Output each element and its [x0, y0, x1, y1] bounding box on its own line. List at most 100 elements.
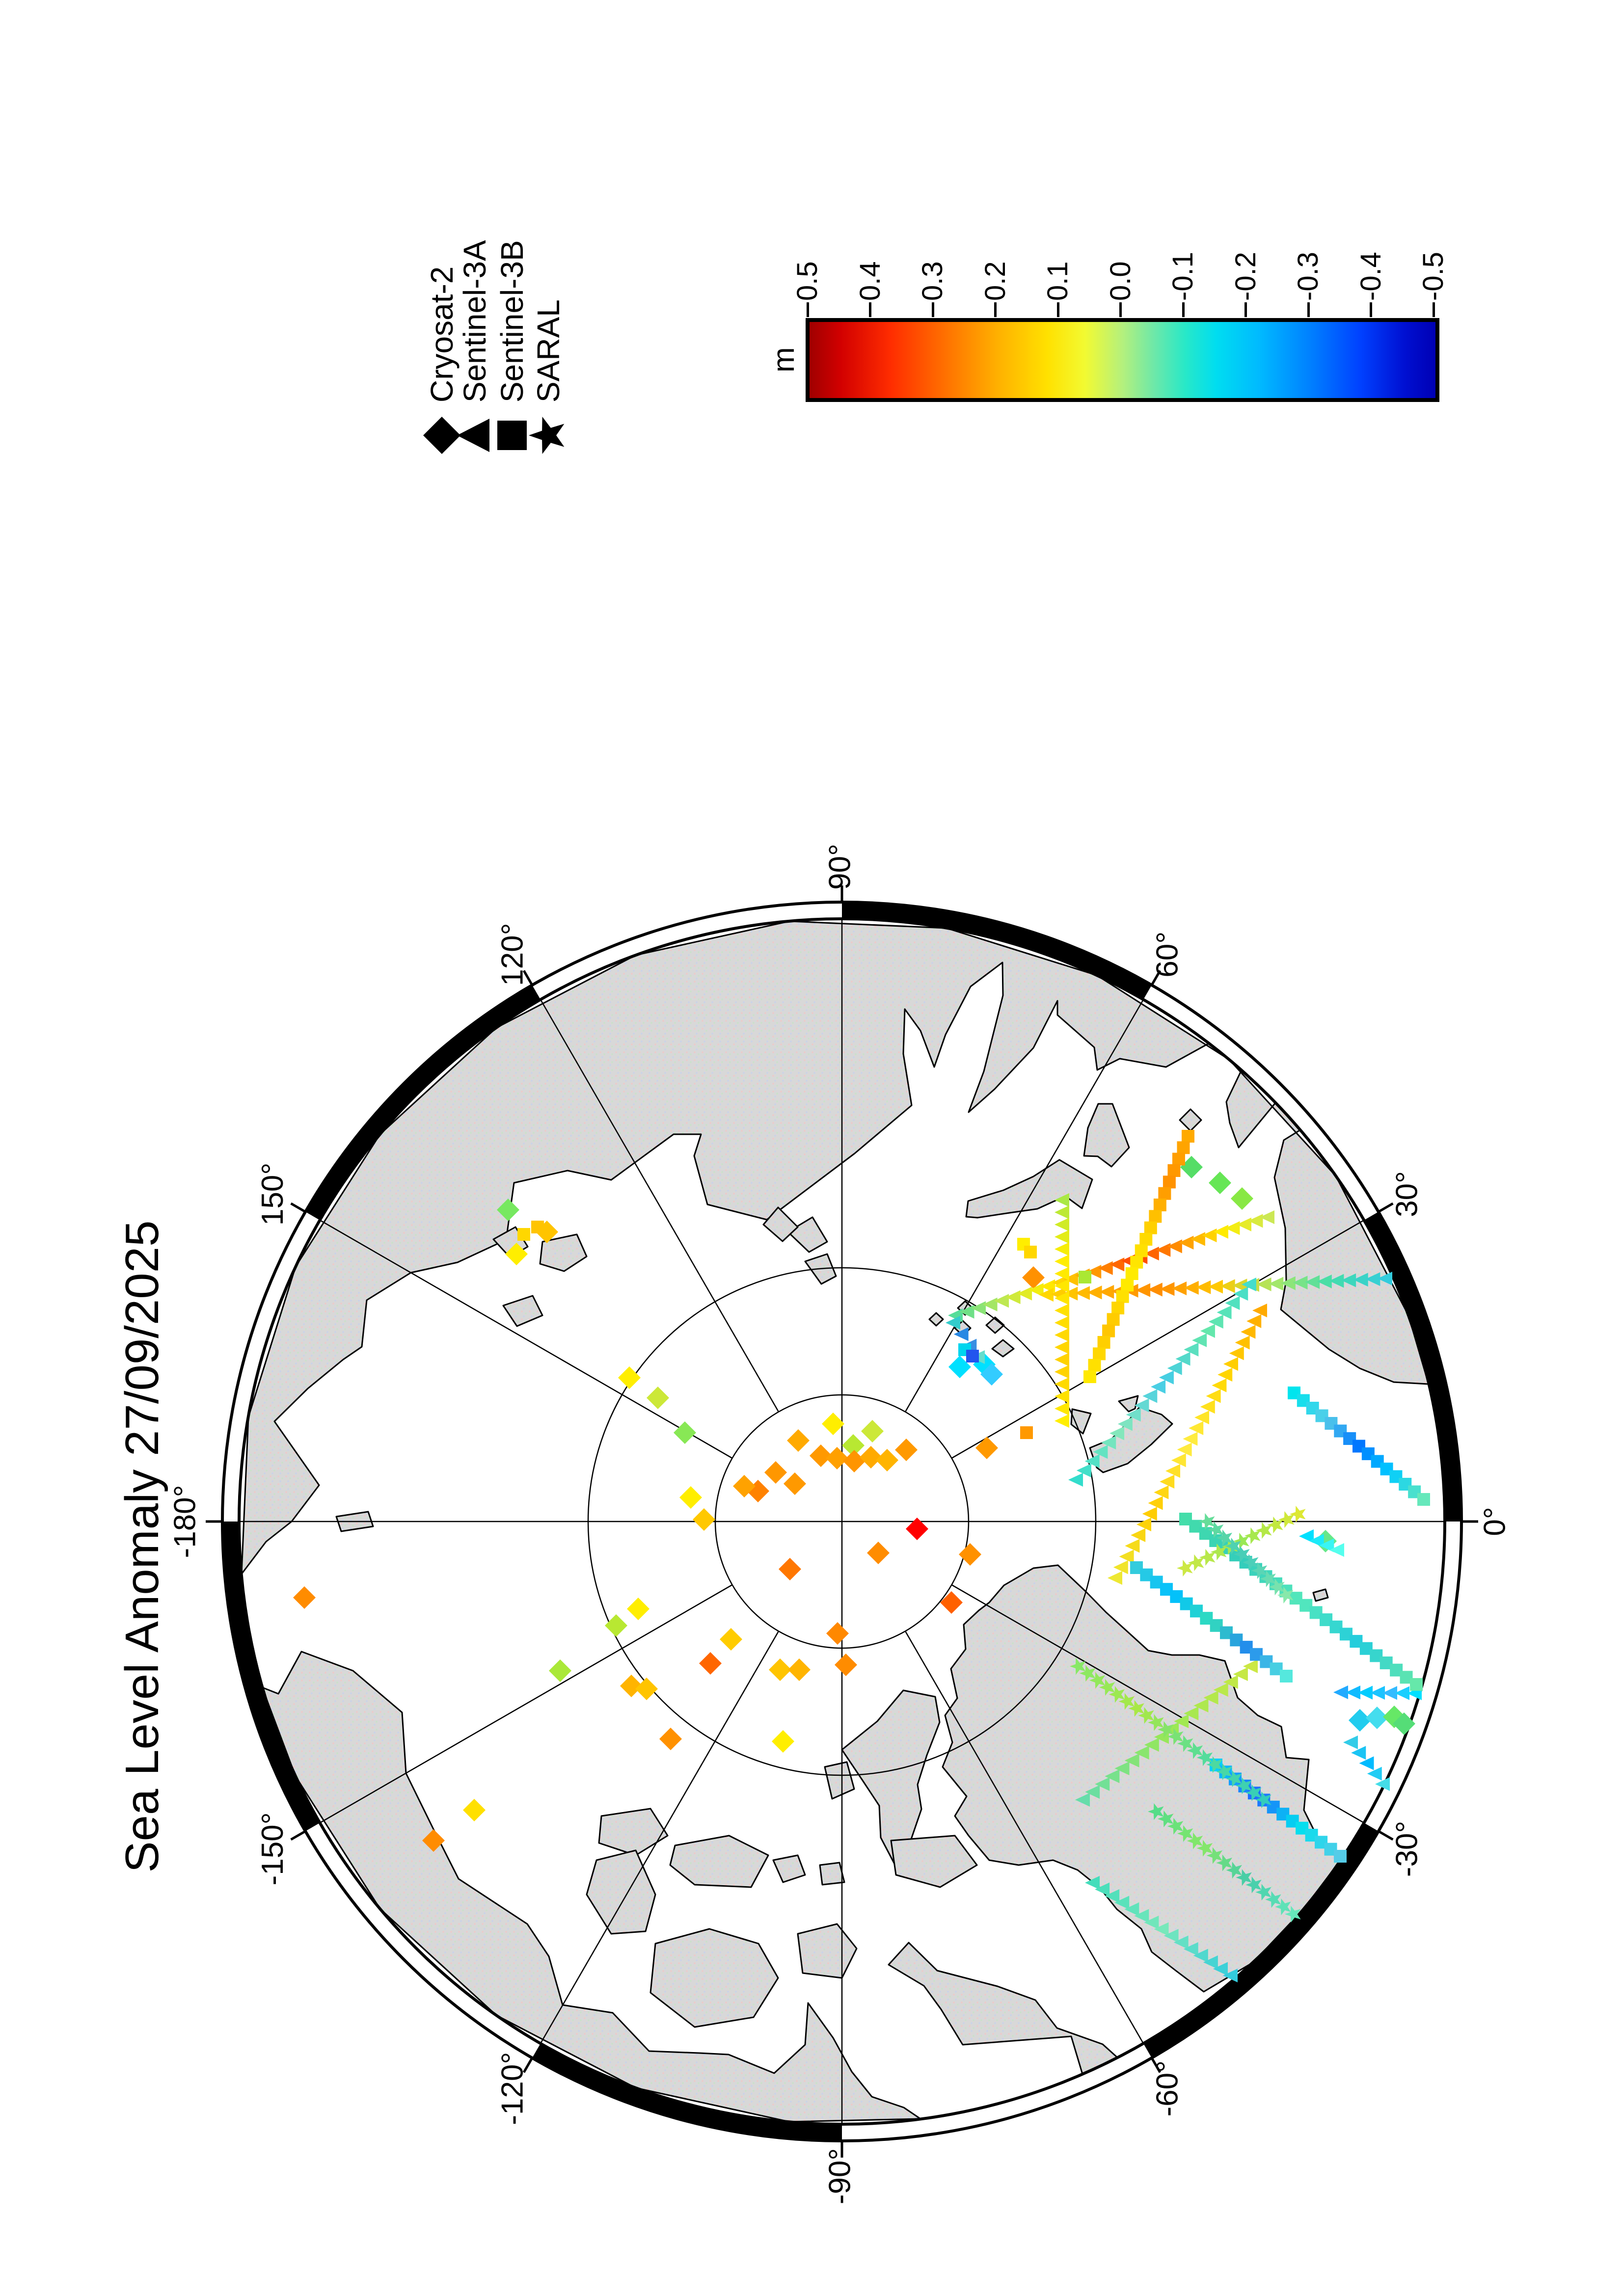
frame-tick [1378, 1830, 1394, 1841]
data-point-diamond [1180, 1156, 1203, 1178]
data-point-triangle [1206, 1389, 1221, 1403]
land-devon [890, 1835, 978, 1888]
data-point-triangle [1108, 1571, 1123, 1585]
data-point-diamond [620, 1675, 643, 1697]
data-point-square [1177, 1141, 1190, 1154]
data-point-triangle [1055, 1377, 1070, 1391]
data-point-diamond [1349, 1709, 1371, 1732]
data-point-star [1187, 1742, 1203, 1759]
land-severnaya_2 [787, 1216, 828, 1253]
map-group: 90° 60° 30° 0° -30° -60° -90° -120° -150° -180° 15… [168, 844, 1512, 2204]
data-point-triangle [1055, 1279, 1070, 1293]
data-point-star [1285, 1905, 1301, 1923]
data-point-triangle [1085, 1875, 1100, 1890]
data-point-star [1109, 1686, 1125, 1703]
colorbar-tick [869, 302, 871, 317]
longitude-label: -150° [256, 1813, 290, 1886]
data-point-square [1410, 1678, 1423, 1691]
data-point-triangle [1248, 1214, 1263, 1228]
data-point-star [1216, 1763, 1232, 1780]
data-point-star [1267, 1516, 1283, 1534]
data-point-triangle [1095, 1777, 1110, 1791]
frame-black-arc [1143, 1822, 1379, 2058]
data-point-triangle [1172, 1281, 1187, 1296]
data-point-triangle [946, 1315, 961, 1330]
data-point-triangle [1196, 1280, 1211, 1294]
colorbar-unit-label: m [767, 347, 801, 373]
data-point-square [1111, 1302, 1125, 1314]
data-point-square [1172, 1152, 1185, 1166]
data-point-star [1255, 1884, 1271, 1901]
data-point-square [1079, 1271, 1091, 1283]
data-point-triangle [1167, 1361, 1182, 1375]
data-point-diamond [769, 1658, 791, 1681]
data-point-triangle [1028, 1283, 1044, 1297]
data-point-diamond [693, 1508, 715, 1531]
data-point-triangle [1086, 1265, 1102, 1279]
legend-label-sentinel3a: Sentinel-3A [457, 240, 492, 402]
data-point-star [1265, 1891, 1281, 1908]
data-point-triangle [1144, 1915, 1159, 1930]
data-point-triangle [1144, 1737, 1159, 1752]
data-point-triangle [1223, 1675, 1238, 1689]
data-point-triangle [1017, 1286, 1032, 1301]
data-point-triangle [1055, 1340, 1070, 1355]
data-point-triangle [1160, 1282, 1175, 1296]
frame-black-arc [841, 902, 1152, 1000]
longitude-label: 60° [1150, 932, 1184, 978]
data-point-star [1206, 1847, 1223, 1864]
data-point-square [1149, 1210, 1162, 1223]
land-kolguev [1179, 1108, 1202, 1132]
data-point-triangle [1160, 1474, 1175, 1489]
meridian-240 [540, 1630, 780, 2044]
data-point-triangle [1055, 1291, 1070, 1306]
data-point-triangle [1154, 1922, 1169, 1936]
data-point-triangle [1346, 1685, 1361, 1700]
meridian-120 [540, 999, 780, 1413]
land-cornwallis [819, 1862, 845, 1886]
data-point-star [1148, 1714, 1164, 1731]
data-point-diamond [659, 1728, 682, 1750]
data-point-square [1093, 1347, 1106, 1361]
colorbar-tick-label: 0.4 [854, 261, 886, 301]
data-point-triangle [1351, 1746, 1366, 1760]
data-point-triangle [1134, 1909, 1149, 1923]
data-point-square [1280, 1670, 1293, 1682]
colorbar-tick [1119, 302, 1122, 317]
data-point-triangle [1126, 1408, 1141, 1422]
data-point-square [1083, 1370, 1096, 1383]
data-point-triangle [1208, 1280, 1223, 1294]
data-point-triangle [1098, 1261, 1113, 1275]
data-point-diamond [733, 1475, 756, 1497]
data-point-triangle [1085, 1785, 1100, 1799]
data-point-triangle [1193, 1698, 1209, 1713]
colorbar-tick [1056, 302, 1059, 317]
data-point-triangle [1246, 1314, 1262, 1328]
data-point-triangle [1113, 1560, 1128, 1575]
data-point-square [1121, 1279, 1134, 1292]
data-point-triangle [1117, 1417, 1133, 1431]
data-point-triangle [1203, 1955, 1218, 1970]
land-banks [586, 1849, 656, 1935]
longitude-label: 30° [1390, 1171, 1424, 1217]
data-point-diamond [835, 1654, 857, 1676]
data-point-triangle [1175, 1352, 1190, 1366]
data-point-diamond [549, 1659, 571, 1682]
frame-black-arc [532, 2043, 842, 2141]
diamond-marker-icon [423, 417, 460, 454]
data-point-triangle [953, 1327, 969, 1341]
data-point-star [1167, 1817, 1184, 1835]
data-point-triangle [1068, 1472, 1083, 1487]
data-point-diamond [980, 1363, 1003, 1386]
data-point-diamond [826, 1447, 848, 1469]
data-point-triangle [1193, 1949, 1208, 1963]
data-point-square [1102, 1324, 1115, 1337]
data-point-diamond [1209, 1172, 1231, 1194]
legend-label-cryosat2: Cryosat-2 [424, 266, 460, 402]
data-point-triangle [1232, 1279, 1247, 1293]
data-point-triangle [1063, 1272, 1079, 1286]
data-point-star [1138, 1707, 1154, 1724]
data-point-triangle [1114, 1896, 1130, 1910]
